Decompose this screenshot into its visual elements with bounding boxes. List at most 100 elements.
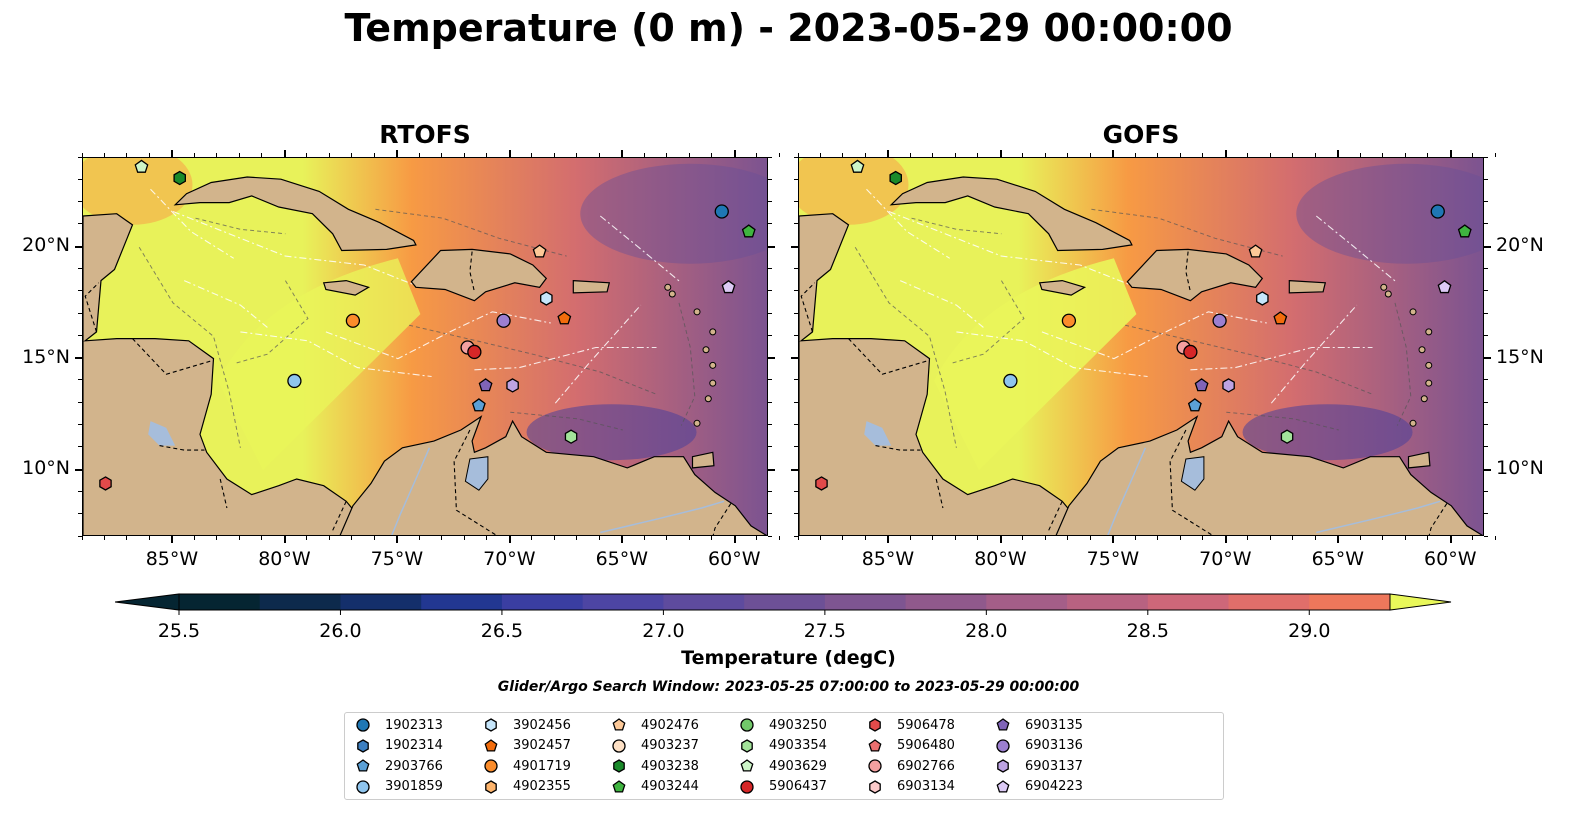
land-south-america xyxy=(1055,415,1483,535)
land-jamaica xyxy=(322,279,371,296)
lon-tick xyxy=(733,150,736,157)
colorbar-bin xyxy=(1147,594,1230,610)
land-puerto-rico xyxy=(1288,279,1327,294)
land-island xyxy=(709,379,717,387)
lon-tick xyxy=(1404,536,1406,540)
lon-tick xyxy=(531,153,533,157)
lat-tick xyxy=(794,267,798,269)
land-island xyxy=(709,328,717,336)
observation-marker-4903238 xyxy=(889,170,902,186)
lat-tick xyxy=(794,178,798,180)
lon-tick xyxy=(418,153,420,157)
colorbar-tick-label: 25.5 xyxy=(158,620,200,642)
lat-tick xyxy=(794,290,798,292)
bathymetry-contour xyxy=(1124,324,1373,395)
legend-label: 4903354 xyxy=(769,738,827,753)
legend-item: 2903766 xyxy=(355,756,443,776)
lat-tick xyxy=(768,446,772,448)
eez-boundary xyxy=(1315,215,1398,284)
legend-item: 4903354 xyxy=(739,736,827,756)
lon-tick xyxy=(306,153,308,157)
colorbar-tick-label: 26.5 xyxy=(481,620,523,642)
lon-tick xyxy=(531,536,533,540)
legend-item: 5906437 xyxy=(739,777,827,797)
lat-tick xyxy=(794,513,798,515)
lat-tick xyxy=(78,446,82,448)
lat-tick xyxy=(1484,312,1488,314)
lat-tick xyxy=(1484,334,1488,336)
lon-tick xyxy=(508,536,511,543)
legend-marker-hexagon-icon xyxy=(997,759,1009,773)
lon-tick xyxy=(1449,536,1452,543)
legend-marker-circle-icon xyxy=(740,718,754,732)
lat-tick xyxy=(768,245,775,248)
eez-boundary xyxy=(888,210,1137,288)
lon-tick xyxy=(598,536,600,540)
legend-label: 1902314 xyxy=(385,738,443,753)
lake-nicaragua xyxy=(148,421,176,446)
eez-boundary xyxy=(1270,304,1358,404)
legend-label: 4902476 xyxy=(641,717,699,733)
map-svg-gofs xyxy=(799,158,1483,535)
bathymetry-contour xyxy=(1226,411,1339,431)
colorbar-bin xyxy=(179,594,261,610)
country-border xyxy=(219,478,228,509)
legend-marker-circle-icon xyxy=(612,738,626,753)
lon-tick xyxy=(1314,153,1316,157)
lon-tick xyxy=(553,536,555,540)
lat-tick xyxy=(1484,535,1488,537)
country-border xyxy=(712,503,732,535)
lon-tick xyxy=(1202,153,1204,157)
bathymetry-contour xyxy=(854,246,957,448)
lon-tick xyxy=(1359,153,1361,157)
eez-boundary xyxy=(240,331,432,378)
lon-tick xyxy=(576,536,578,540)
lat-tick xyxy=(794,446,798,448)
warm-water-region xyxy=(934,258,1137,471)
observation-marker-1902313 xyxy=(1430,204,1445,219)
lon-tick xyxy=(306,536,308,540)
eez-boundary xyxy=(1041,311,1267,360)
lon-tick xyxy=(1134,153,1136,157)
eez-boundary xyxy=(866,188,950,259)
lon-tick xyxy=(688,536,690,540)
observation-marker-3901859 xyxy=(287,373,302,389)
lat-tick xyxy=(768,201,772,203)
land-south-america xyxy=(339,415,767,535)
lat-tick-label: 15°N xyxy=(22,345,70,368)
eez-boundary xyxy=(956,331,1148,378)
colorbar-label: Temperature (degC) xyxy=(681,647,896,669)
eez-boundary xyxy=(325,311,551,360)
lon-tick xyxy=(887,150,890,157)
colorbar-bin xyxy=(986,594,1068,610)
eez-boundary xyxy=(899,280,984,328)
atlantic-region xyxy=(580,163,767,264)
colorbar-bin xyxy=(905,594,987,610)
observation-marker-4903354 xyxy=(564,429,578,444)
lon-tick-label: 60°W xyxy=(708,548,761,570)
lon-tick xyxy=(621,150,624,157)
river xyxy=(1107,447,1147,535)
colorbar-bin xyxy=(582,594,664,610)
legend-label: 4903237 xyxy=(641,738,699,753)
lat-tick xyxy=(768,490,772,492)
bathymetry-contour xyxy=(138,246,241,448)
lon-tick xyxy=(842,536,844,540)
lon-tick xyxy=(864,536,866,540)
legend-marker-pentagon-icon xyxy=(996,718,1010,731)
lon-tick xyxy=(909,536,911,540)
lon-tick xyxy=(328,153,330,157)
legend-marker-pentagon-icon xyxy=(996,779,1010,793)
legend-item: 6903136 xyxy=(995,736,1083,756)
lon-tick xyxy=(1314,536,1316,540)
observation-marker-4903354 xyxy=(1280,429,1294,444)
lon-tick-label: 70°W xyxy=(1199,548,1252,570)
bathymetry-contour xyxy=(510,411,623,431)
land-island xyxy=(1425,328,1433,336)
lon-tick xyxy=(1292,536,1294,540)
legend-marker-hexagon-icon xyxy=(485,779,497,794)
lon-tick xyxy=(1247,536,1249,540)
lat-tick xyxy=(78,156,82,158)
lon-tick xyxy=(733,536,736,543)
lon-tick xyxy=(1022,153,1024,157)
